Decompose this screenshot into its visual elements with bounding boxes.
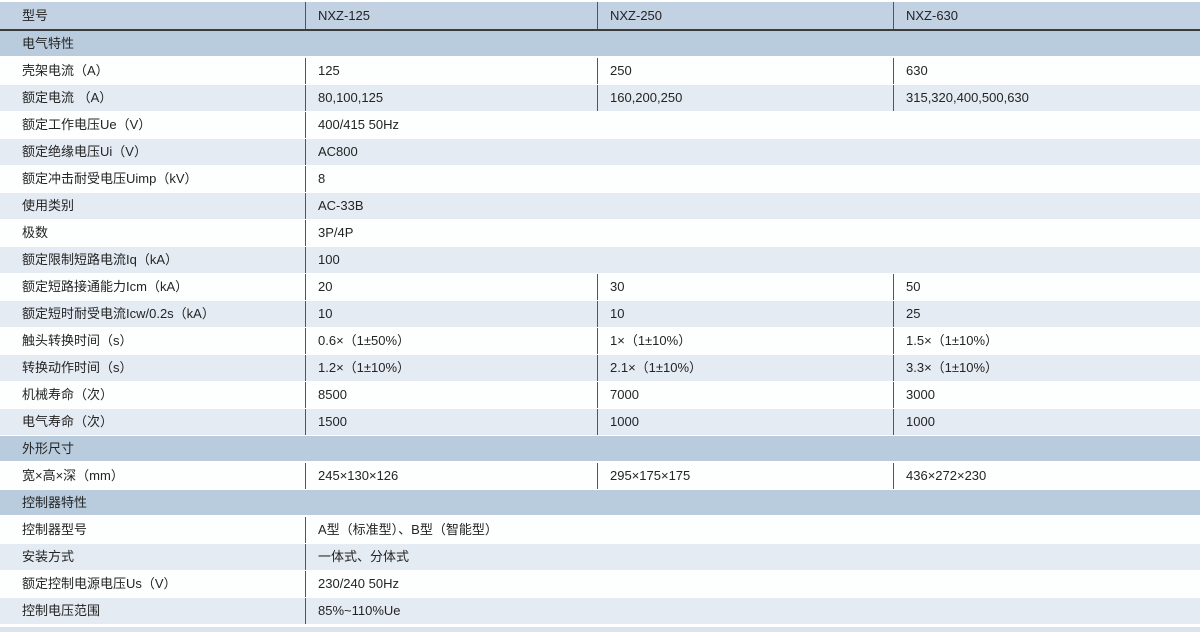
row-label: 使用类别 <box>22 198 75 213</box>
header-model-3: NXZ-630 <box>893 2 1200 29</box>
row-value: 100 <box>305 247 1200 273</box>
row-value: 30 <box>597 274 893 300</box>
row-label: 额定电流 （A） <box>22 90 113 105</box>
row-label: 安装方式 <box>22 549 75 564</box>
row-label: 控制器型号 <box>22 522 88 537</box>
row-label: 控制电压范围 <box>22 603 101 618</box>
row-value: 3P/4P <box>305 220 1200 246</box>
table-row: 额定短时耐受电流Icw/0.2s（kA） 10 10 25 <box>0 301 1200 328</box>
section-label: 控制器特性 <box>22 495 88 510</box>
row-value: 230/240 50Hz <box>305 571 1200 597</box>
row-label: 额定绝缘电压Ui（V） <box>22 144 147 159</box>
table-row: 额定工作电压Ue（V） 400/415 50Hz <box>0 112 1200 139</box>
row-value: 245×130×126 <box>305 463 597 489</box>
row-value: 2.1×（1±10%） <box>597 355 893 381</box>
row-value: 1.5×（1±10%） <box>893 328 1200 354</box>
header-model-1: NXZ-125 <box>305 2 597 29</box>
row-label: 触头转换时间（s） <box>22 333 133 348</box>
row-value: 85%~110%Ue <box>305 598 1200 624</box>
row-label: 电气寿命（次） <box>22 414 114 429</box>
row-value: 1500 <box>305 409 597 435</box>
section-row: 电气特性 <box>0 31 1200 58</box>
row-value: 8 <box>305 166 1200 192</box>
table-row: 额定电流 （A） 80,100,125 160,200,250 315,320,400… <box>0 85 1200 112</box>
row-value: 125 <box>305 58 597 84</box>
table-row: 额定短路接通能力Icm（kA） 20 30 50 <box>0 274 1200 301</box>
table-row: 转换动作时间（s） 1.2×（1±10%） 2.1×（1±10%） 3.3×（1±10… <box>0 355 1200 382</box>
row-label: 额定短路接通能力Icm（kA） <box>22 279 189 294</box>
row-label: 额定冲击耐受电压Uimp（kV） <box>22 171 198 186</box>
row-label: 壳架电流（A） <box>22 63 109 78</box>
table-row: 控制电压范围 85%~110%Ue <box>0 598 1200 625</box>
table-header-row: 型号 NXZ-125 NXZ-250 NXZ-630 <box>0 2 1200 31</box>
row-value: 10 <box>597 301 893 327</box>
row-value: 80,100,125 <box>305 85 597 111</box>
bottom-stripe <box>0 627 1200 632</box>
row-value: 8500 <box>305 382 597 408</box>
row-value: 20 <box>305 274 597 300</box>
row-value: AC800 <box>305 139 1200 165</box>
section-label: 外形尺寸 <box>22 441 75 456</box>
table-row: 额定控制电源电压Us（V） 230/240 50Hz <box>0 571 1200 598</box>
row-value: 630 <box>893 58 1200 84</box>
row-value: 400/415 50Hz <box>305 112 1200 138</box>
row-value: 1.2×（1±10%） <box>305 355 597 381</box>
table-row: 额定限制短路电流Iq（kA） 100 <box>0 247 1200 274</box>
row-label: 机械寿命（次） <box>22 387 114 402</box>
row-value: 160,200,250 <box>597 85 893 111</box>
header-model-label: 型号 <box>22 8 49 23</box>
header-model-2: NXZ-250 <box>597 2 893 29</box>
row-label: 转换动作时间（s） <box>22 360 133 375</box>
section-row: 外形尺寸 <box>0 436 1200 463</box>
row-value: 1000 <box>597 409 893 435</box>
row-value: 50 <box>893 274 1200 300</box>
row-value: 315,320,400,500,630 <box>893 85 1200 111</box>
row-label: 额定短时耐受电流Icw/0.2s（kA） <box>22 306 215 321</box>
table-row: 触头转换时间（s） 0.6×（1±50%） 1×（1±10%） 1.5×（1±10%） <box>0 328 1200 355</box>
row-value: 1000 <box>893 409 1200 435</box>
row-value: 一体式、分体式 <box>305 544 1200 570</box>
table-row: 安装方式 一体式、分体式 <box>0 544 1200 571</box>
table-row: 壳架电流（A） 125 250 630 <box>0 58 1200 85</box>
row-value: 1×（1±10%） <box>597 328 893 354</box>
row-label: 极数 <box>22 225 49 240</box>
row-value: 295×175×175 <box>597 463 893 489</box>
section-row: 控制器特性 <box>0 490 1200 517</box>
table-row: 控制器型号 A型（标准型）、B型（智能型） <box>0 517 1200 544</box>
row-value: AC-33B <box>305 193 1200 219</box>
row-value: 25 <box>893 301 1200 327</box>
row-value: 7000 <box>597 382 893 408</box>
row-value: 10 <box>305 301 597 327</box>
row-value: 3.3×（1±10%） <box>893 355 1200 381</box>
table-row: 额定绝缘电压Ui（V） AC800 <box>0 139 1200 166</box>
table-row: 使用类别 AC-33B <box>0 193 1200 220</box>
table-row: 电气寿命（次） 1500 1000 1000 <box>0 409 1200 436</box>
table-body: 电气特性壳架电流（A） 125 250 630 额定电流 （A） 80,100,125 16… <box>0 31 1200 625</box>
table-row: 机械寿命（次） 8500 7000 3000 <box>0 382 1200 409</box>
table-row: 额定冲击耐受电压Uimp（kV） 8 <box>0 166 1200 193</box>
row-value: 0.6×（1±50%） <box>305 328 597 354</box>
row-value: A型（标准型）、B型（智能型） <box>305 517 1200 543</box>
table-row: 极数 3P/4P <box>0 220 1200 247</box>
row-value: 3000 <box>893 382 1200 408</box>
row-label: 额定限制短路电流Iq（kA） <box>22 252 179 267</box>
row-value: 250 <box>597 58 893 84</box>
section-label: 电气特性 <box>22 36 75 51</box>
row-label: 额定控制电源电压Us（V） <box>22 576 177 591</box>
row-label: 宽×高×深（mm） <box>22 468 124 483</box>
row-value: 436×272×230 <box>893 463 1200 489</box>
row-label: 额定工作电压Ue（V） <box>22 117 152 132</box>
table-row: 宽×高×深（mm） 245×130×126 295×175×175 436×272×2… <box>0 463 1200 490</box>
